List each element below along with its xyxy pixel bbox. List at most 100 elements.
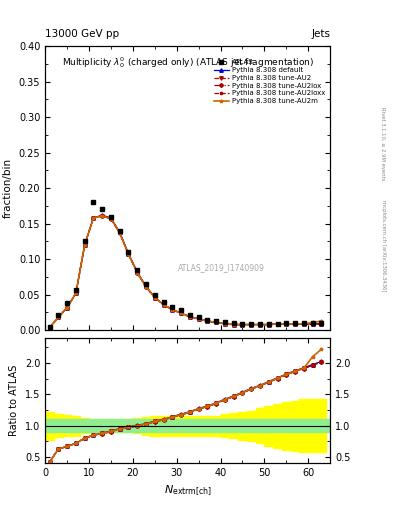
Pythia 8.308 default — [108, 215, 113, 221]
Pythia 8.308 tune-AU2 — [47, 324, 52, 330]
Pythia 8.308 tune-AU2loxx — [240, 322, 245, 328]
Pythia 8.308 tune-AU2loxx — [73, 290, 78, 296]
Pythia 8.308 tune-AU2loxx — [187, 314, 192, 320]
Pythia 8.308 tune-AU2m — [293, 321, 298, 327]
ATLAS — [187, 311, 192, 317]
Pythia 8.308 tune-AU2m — [65, 305, 70, 311]
ATLAS — [47, 324, 52, 330]
Pythia 8.308 tune-AU2loxx — [135, 270, 140, 276]
Pythia 8.308 default — [293, 321, 298, 327]
Pythia 8.308 default — [196, 316, 201, 322]
Pythia 8.308 default — [100, 212, 105, 218]
Pythia 8.308 default — [161, 302, 166, 308]
Pythia 8.308 default — [205, 318, 210, 324]
Pythia 8.308 default — [126, 250, 131, 257]
Pythia 8.308 tune-AU2 — [258, 322, 263, 328]
Pythia 8.308 tune-AU2m — [187, 314, 192, 320]
Pythia 8.308 tune-AU2m — [56, 314, 61, 321]
ATLAS — [196, 314, 201, 321]
Pythia 8.308 tune-AU2lox — [205, 318, 210, 324]
Pythia 8.308 tune-AU2m — [222, 321, 227, 327]
Pythia 8.308 tune-AU2m — [258, 322, 263, 328]
ATLAS — [144, 281, 149, 287]
Pythia 8.308 default — [284, 321, 288, 327]
Pythia 8.308 tune-AU2 — [91, 215, 96, 221]
Pythia 8.308 tune-AU2 — [144, 284, 149, 290]
Pythia 8.308 tune-AU2m — [301, 321, 306, 327]
ATLAS — [284, 320, 288, 326]
Pythia 8.308 tune-AU2m — [100, 213, 105, 219]
Pythia 8.308 tune-AU2 — [266, 322, 271, 328]
Text: ATLAS_2019_I1740909: ATLAS_2019_I1740909 — [178, 263, 265, 272]
Pythia 8.308 tune-AU2m — [73, 290, 78, 296]
Text: mcplots.cern.ch [arXiv:1306.3436]: mcplots.cern.ch [arXiv:1306.3436] — [381, 200, 386, 291]
Pythia 8.308 tune-AU2lox — [301, 321, 306, 327]
Pythia 8.308 tune-AU2m — [275, 321, 280, 327]
Pythia 8.308 default — [275, 321, 280, 327]
Pythia 8.308 tune-AU2 — [170, 307, 174, 313]
Pythia 8.308 tune-AU2 — [249, 322, 253, 328]
Legend: ATLAS, Pythia 8.308 default, Pythia 8.308 tune-AU2, Pythia 8.308 tune-AU2lox, Py: ATLAS, Pythia 8.308 default, Pythia 8.30… — [213, 58, 327, 105]
Pythia 8.308 tune-AU2loxx — [152, 294, 157, 301]
Pythia 8.308 tune-AU2 — [301, 321, 306, 327]
Pythia 8.308 tune-AU2m — [126, 251, 131, 258]
Pythia 8.308 default — [179, 310, 184, 316]
Pythia 8.308 tune-AU2m — [118, 230, 122, 236]
ATLAS — [275, 321, 280, 327]
Pythia 8.308 tune-AU2m — [310, 319, 315, 326]
Pythia 8.308 tune-AU2lox — [214, 319, 219, 326]
Pythia 8.308 tune-AU2loxx — [170, 307, 174, 313]
Pythia 8.308 default — [231, 322, 236, 328]
Pythia 8.308 tune-AU2 — [152, 294, 157, 301]
Pythia 8.308 tune-AU2 — [118, 230, 122, 236]
Pythia 8.308 default — [319, 321, 324, 327]
Pythia 8.308 tune-AU2lox — [258, 322, 263, 328]
Pythia 8.308 tune-AU2loxx — [108, 216, 113, 222]
ATLAS — [205, 316, 210, 323]
Pythia 8.308 tune-AU2loxx — [222, 321, 227, 327]
Pythia 8.308 tune-AU2loxx — [144, 284, 149, 290]
Pythia 8.308 tune-AU2m — [249, 322, 253, 328]
Pythia 8.308 default — [73, 290, 78, 296]
Pythia 8.308 tune-AU2 — [187, 314, 192, 320]
Text: 13000 GeV pp: 13000 GeV pp — [45, 29, 119, 39]
Pythia 8.308 tune-AU2m — [170, 307, 174, 313]
Pythia 8.308 default — [301, 321, 306, 327]
Pythia 8.308 tune-AU2lox — [152, 294, 157, 301]
Pythia 8.308 tune-AU2 — [240, 322, 245, 328]
Pythia 8.308 tune-AU2lox — [179, 310, 184, 316]
ATLAS — [152, 292, 157, 298]
Pythia 8.308 tune-AU2lox — [284, 321, 288, 327]
Pythia 8.308 tune-AU2 — [196, 316, 201, 322]
Pythia 8.308 tune-AU2 — [82, 242, 87, 248]
Line: ATLAS: ATLAS — [47, 200, 324, 329]
ATLAS — [65, 300, 70, 306]
Pythia 8.308 tune-AU2lox — [196, 316, 201, 322]
Pythia 8.308 tune-AU2lox — [108, 216, 113, 222]
Pythia 8.308 tune-AU2lox — [126, 251, 131, 258]
Y-axis label: fraction/bin: fraction/bin — [3, 158, 13, 218]
ATLAS — [319, 320, 324, 326]
ATLAS — [240, 321, 245, 327]
Pythia 8.308 tune-AU2lox — [222, 321, 227, 327]
Pythia 8.308 tune-AU2 — [275, 321, 280, 327]
Pythia 8.308 tune-AU2m — [82, 242, 87, 248]
Pythia 8.308 default — [65, 305, 70, 311]
Pythia 8.308 default — [222, 321, 227, 327]
Pythia 8.308 default — [118, 229, 122, 236]
Pythia 8.308 tune-AU2lox — [161, 302, 166, 308]
Pythia 8.308 tune-AU2loxx — [161, 302, 166, 308]
Pythia 8.308 tune-AU2m — [196, 316, 201, 322]
ATLAS — [108, 214, 113, 220]
Pythia 8.308 tune-AU2lox — [73, 290, 78, 296]
ATLAS — [135, 267, 140, 273]
Pythia 8.308 default — [310, 321, 315, 327]
ATLAS — [118, 228, 122, 234]
Pythia 8.308 tune-AU2 — [65, 305, 70, 311]
Pythia 8.308 tune-AU2m — [108, 216, 113, 222]
Pythia 8.308 tune-AU2loxx — [205, 318, 210, 324]
Pythia 8.308 tune-AU2loxx — [118, 230, 122, 236]
Pythia 8.308 tune-AU2 — [135, 270, 140, 276]
Pythia 8.308 tune-AU2 — [214, 319, 219, 326]
Pythia 8.308 tune-AU2lox — [187, 314, 192, 320]
